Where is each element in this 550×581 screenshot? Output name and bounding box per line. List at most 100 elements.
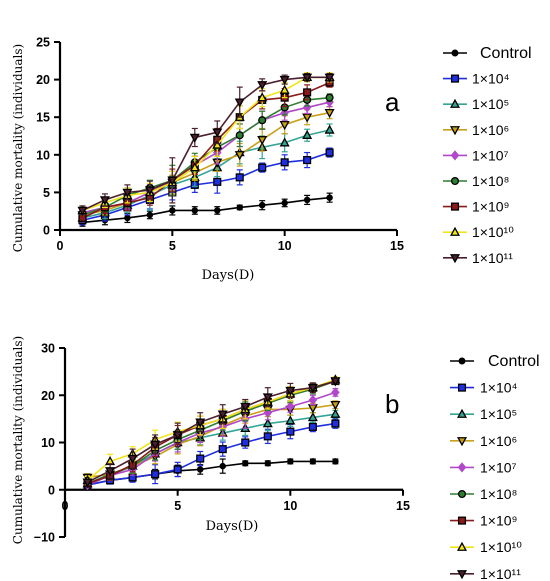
data-point — [302, 113, 313, 123]
legend-marker — [456, 541, 468, 551]
data-point — [212, 128, 223, 138]
series-line — [87, 413, 336, 485]
data-point — [189, 162, 200, 172]
data-point — [219, 462, 226, 470]
data-point — [257, 92, 268, 102]
y-tick-label: 10 — [36, 148, 50, 162]
data-point — [173, 465, 182, 474]
panel-b: Cumulative mortality (individuals) Days(… — [11, 336, 540, 581]
data-point — [122, 188, 133, 198]
data-point — [331, 419, 340, 428]
legend-label: 1×10¹¹ — [472, 250, 513, 266]
data-point — [144, 186, 155, 196]
data-point — [212, 139, 223, 149]
x-tick-label: 10 — [278, 239, 292, 253]
legend-marker — [451, 49, 459, 57]
data-point — [167, 176, 178, 186]
data-point — [240, 402, 251, 413]
data-point — [287, 458, 294, 465]
data-point — [262, 393, 273, 403]
data-point — [213, 177, 222, 186]
data-point — [279, 84, 290, 94]
legend-label: 1×10⁹ — [472, 199, 510, 215]
data-point — [105, 467, 116, 477]
series-line — [87, 460, 336, 486]
y-tick-label: 30 — [41, 342, 55, 356]
y-tick-label: 0 — [43, 224, 50, 238]
x-tick-label: 15 — [390, 239, 404, 253]
legend-marker — [456, 408, 468, 418]
legend-item: 1×10⁶ — [443, 122, 509, 138]
panel-axes: 0 5 10 15 20 25 0 5 10 15 — [36, 36, 404, 254]
legend-marker — [449, 254, 461, 264]
legend-item: Control — [450, 353, 540, 370]
legend-marker — [457, 516, 467, 525]
data-point — [99, 196, 110, 206]
data-point — [303, 196, 311, 204]
legend-item: 1×10¹⁰ — [443, 224, 514, 240]
data-point — [191, 207, 199, 214]
x-tick-label: 15 — [396, 499, 410, 513]
legend: Control 1×10⁴ 1×10⁵ 1×10⁶ 1×10⁷ 1×10⁸ 1×10⁹ 1×1… — [443, 45, 532, 266]
legend-label: Control — [480, 45, 532, 62]
legend-label: 1×10⁵ — [472, 96, 509, 112]
data-point — [196, 454, 205, 463]
legend-label: 1×10⁴ — [480, 380, 518, 396]
legend-label: 1×10⁶ — [480, 433, 517, 449]
data-point — [307, 383, 318, 394]
data-point — [258, 201, 266, 209]
legend-marker — [456, 570, 468, 580]
legend-label: 1×10¹⁰ — [472, 224, 514, 240]
series-line — [82, 76, 330, 212]
legend-item: 1×10¹¹ — [450, 566, 521, 581]
legend-label: 1×10⁸ — [472, 173, 510, 189]
series-line — [87, 422, 336, 486]
series-line — [82, 76, 330, 212]
series-line — [87, 380, 336, 483]
data-point — [285, 415, 296, 425]
legend-label: 1×10⁹ — [480, 513, 518, 529]
legend-item: 1×10⁸ — [450, 486, 518, 502]
legend-item: 1×10⁶ — [450, 433, 517, 449]
y-tick-label: 0 — [48, 483, 55, 497]
data-point — [195, 418, 206, 428]
series-line — [87, 391, 336, 486]
series-5 — [83, 377, 340, 488]
legend-item: 1×10⁴ — [443, 71, 510, 87]
legend-marker — [457, 489, 467, 499]
data-point — [324, 124, 335, 134]
data-point — [189, 133, 200, 143]
series-7 — [77, 71, 335, 216]
data-point — [324, 108, 335, 119]
legend-item: Control — [443, 45, 532, 62]
data-point — [234, 98, 245, 108]
data-point — [279, 121, 290, 131]
data-point — [331, 387, 340, 398]
panel-b-ylabel: Cumulative mortality (individuals) — [11, 336, 25, 544]
data-point — [330, 377, 341, 387]
data-point — [172, 431, 183, 441]
data-point — [302, 129, 313, 139]
data-point — [262, 418, 273, 428]
data-point — [257, 81, 268, 91]
data-point — [146, 211, 154, 219]
data-point — [309, 458, 317, 465]
data-point — [258, 116, 267, 125]
legend-item: 1×10⁵ — [450, 406, 517, 422]
data-point — [77, 206, 88, 216]
data-point — [330, 400, 341, 411]
y-tick-label: −10 — [34, 531, 55, 545]
y-tick-label: 20 — [41, 389, 55, 403]
data-point — [330, 408, 341, 418]
legend-marker — [450, 150, 460, 161]
series-0 — [79, 192, 333, 227]
data-point — [286, 427, 295, 436]
legend-marker — [450, 176, 460, 186]
panel-b-letter: b — [385, 389, 399, 419]
data-point — [281, 199, 288, 207]
data-point — [279, 75, 290, 86]
x-tick-label: 0 — [57, 239, 64, 253]
data-point — [324, 73, 335, 83]
legend-item: 1×10⁹ — [443, 199, 510, 215]
